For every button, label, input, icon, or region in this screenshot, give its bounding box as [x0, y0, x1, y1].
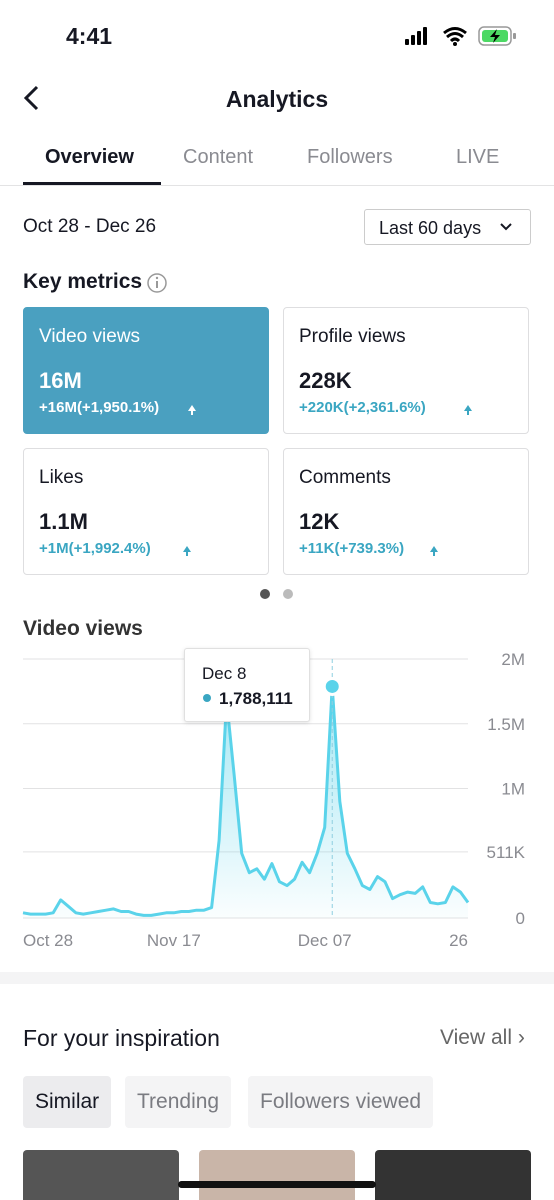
- metric-value: 228K: [299, 368, 352, 393]
- tab-underline: [23, 182, 161, 185]
- status-time: 4:41: [66, 23, 113, 49]
- thumbnail[interactable]: [23, 1150, 179, 1200]
- chart-title: Video views: [23, 617, 143, 640]
- tab[interactable]: Content: [183, 146, 254, 168]
- y-tick-label: 511K: [487, 843, 526, 862]
- section-divider: [0, 972, 554, 984]
- metric-value: 16M: [39, 368, 82, 393]
- status-icons: [405, 26, 516, 46]
- x-tick-label: Nov 17: [147, 931, 201, 950]
- metric-card[interactable]: Likes 1.1M +1M(+1,992.4%): [23, 448, 269, 575]
- area: [23, 686, 468, 918]
- metric-change: +220K(+2,361.6%): [299, 399, 426, 416]
- divider: [0, 185, 554, 186]
- x-tick-label: 26: [449, 931, 468, 950]
- line: [22, 684, 470, 917]
- tooltip-dot: [203, 694, 211, 702]
- view-all-label: View all: [440, 1026, 512, 1049]
- metric-title: Likes: [39, 467, 84, 488]
- tooltip-date: Dec 8: [202, 664, 247, 683]
- tooltip-value: 1,788,111: [219, 689, 293, 708]
- back-button[interactable]: [20, 84, 44, 112]
- metric-title: Profile views: [299, 326, 406, 347]
- tooltip: Dec 8 1,788,111: [184, 648, 310, 722]
- y-tick-label: 2M: [501, 650, 525, 669]
- page-title: Analytics: [225, 86, 329, 112]
- metric-value: 12K: [299, 509, 340, 534]
- y-tick-label: 1M: [501, 780, 525, 799]
- thumbnail[interactable]: [375, 1150, 531, 1200]
- chip-active[interactable]: Similar: [23, 1076, 112, 1128]
- home-indicator: [178, 1181, 376, 1188]
- view-all[interactable]: View all ›: [440, 1026, 525, 1049]
- date-range: Oct 28 - Dec 26: [23, 216, 157, 237]
- section-title: Key metrics: [23, 270, 143, 293]
- tab[interactable]: LIVE: [456, 146, 500, 168]
- chip[interactable]: Trending: [125, 1076, 232, 1128]
- y-tick-label: 0: [516, 909, 525, 928]
- metric-card[interactable]: Comments 12K +11K(+739.3%): [283, 448, 529, 575]
- chip[interactable]: Followers viewed: [248, 1076, 434, 1128]
- metric-change: +16M(+1,950.1%): [39, 399, 160, 416]
- dropdown-arrow: [500, 223, 512, 231]
- highlight-point: [322, 676, 342, 696]
- x-tick-label: Oct 28: [23, 931, 73, 950]
- thumbnail[interactable]: [199, 1150, 355, 1200]
- dropdown-label: Last 60 days: [379, 218, 482, 238]
- metric-title: Comments: [299, 467, 391, 488]
- metric-value: 1.1M: [39, 509, 88, 534]
- info-icon[interactable]: [146, 272, 170, 296]
- metric-card[interactable]: Video views 16M +16M(+1,950.1%): [23, 307, 269, 434]
- tab[interactable]: Followers: [307, 146, 393, 168]
- tab-active[interactable]: Overview: [45, 146, 134, 168]
- section-title: For your inspiration: [23, 1025, 220, 1051]
- y-tick-label: 1.5M: [487, 715, 525, 734]
- dropdown[interactable]: Last 60 days: [364, 209, 531, 245]
- metric-change: +11K(+739.3%): [299, 540, 405, 557]
- metric-card[interactable]: Profile views 228K +220K(+2,361.6%): [283, 307, 529, 434]
- metric-title: Video views: [39, 326, 141, 347]
- metric-change: +1M(+1,992.4%): [39, 540, 151, 557]
- chart: 0 511K 1M 1.5M 2M Oct 28 Nov 17 Dec 07 26: [22, 650, 526, 950]
- x-tick-label: Dec 07: [298, 931, 352, 950]
